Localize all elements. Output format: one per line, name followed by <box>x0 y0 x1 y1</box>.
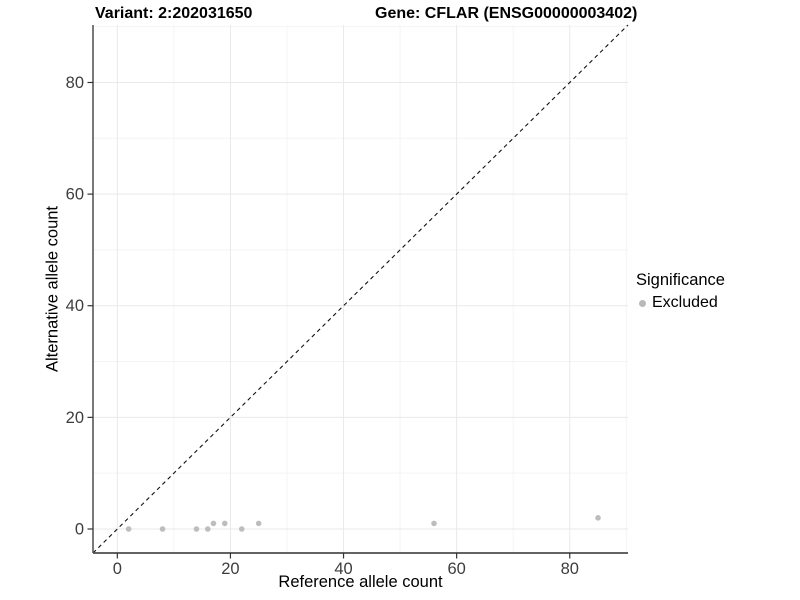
data-point <box>255 520 262 527</box>
point-key-icon <box>639 299 646 307</box>
x-tick-label: 0 <box>113 560 122 578</box>
data-point <box>205 526 211 532</box>
legend-title: Significance <box>636 271 725 289</box>
x-tick-label: 60 <box>447 560 465 578</box>
data-point <box>210 520 217 527</box>
variant-title: Variant: 2:202031650 <box>95 5 253 22</box>
data-point <box>125 526 132 532</box>
x-axis-title: Reference allele count <box>278 573 443 591</box>
data-point <box>221 520 228 527</box>
data-point <box>431 520 437 527</box>
data-point <box>193 526 200 532</box>
legend-item-label: Excluded <box>652 294 718 311</box>
gene-title: Gene: CFLAR (ENSG00000003402) <box>375 5 638 22</box>
x-tick-label: 40 <box>334 560 352 578</box>
y-tick-label: 80 <box>66 74 84 92</box>
data-point <box>238 526 245 532</box>
x-tick-label: 80 <box>561 560 579 578</box>
legend-item-excluded: Excluded <box>636 294 725 312</box>
y-tick-label: 40 <box>66 297 84 315</box>
y-tick-label: 0 <box>75 521 84 539</box>
legend: Significance Excluded <box>636 271 725 312</box>
y-tick-label: 60 <box>66 186 84 204</box>
data-point <box>595 515 601 521</box>
y-axis-title: Alternative allele count <box>43 205 62 373</box>
data-point <box>159 526 166 532</box>
x-tick-label: 20 <box>221 560 239 578</box>
identity-reference-line <box>92 24 629 554</box>
y-tick-label: 20 <box>66 409 84 427</box>
